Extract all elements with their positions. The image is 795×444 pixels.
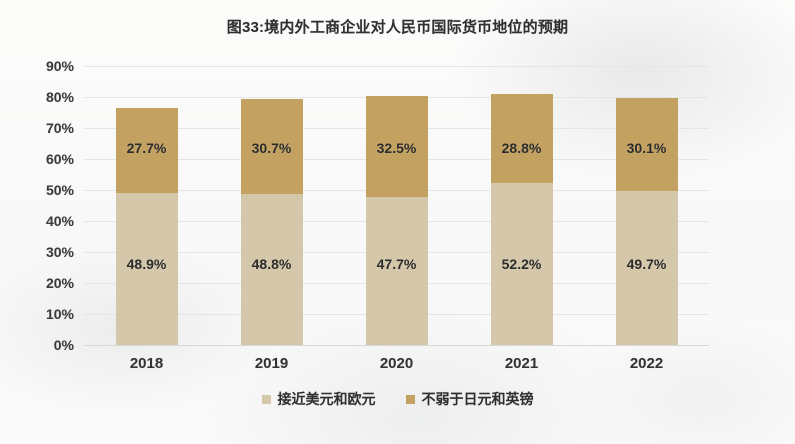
bar-group-2022[interactable]: 49.7% 30.1% [615, 66, 678, 345]
bar-label-lower-2021: 52.2% [501, 256, 542, 273]
bar-segment-upper-2019[interactable] [240, 98, 303, 194]
y-axis-label-10: 10% [45, 306, 74, 322]
gridline [84, 66, 709, 67]
bar-segment-lower-2018[interactable] [115, 193, 178, 345]
legend-swatch-icon-1 [261, 394, 271, 404]
bar-segment-upper-2020[interactable] [365, 96, 428, 198]
legend-item-1[interactable]: 接近美元和欧元 [261, 389, 376, 409]
bar-segment-lower-2020[interactable] [365, 197, 428, 345]
y-axis-label-0: 0% [53, 337, 74, 353]
bar-segment-lower-2021[interactable] [490, 183, 553, 345]
plot-area: 90% 80% 70% 60% 50% 40% 30% 20% 10% 0% 48.9% 27.7%… [46, 58, 709, 372]
legend-label-2: 不弱于日元和英镑 [421, 391, 534, 407]
chart-title: 图33:境内外工商企业对人民币国际货币地位的预期 [226, 19, 569, 36]
y-axis-label-20: 20% [45, 275, 74, 291]
x-axis-label-2019: 2019 [254, 355, 289, 372]
x-axis-label-2018: 2018 [129, 355, 164, 372]
x-axis-label-2020: 2020 [379, 355, 414, 372]
bar-label-upper-2019: 30.7% [251, 140, 292, 157]
y-axis-label-50: 50% [45, 182, 74, 198]
bar-label-upper-2022: 30.1% [626, 140, 667, 157]
chart-legend: 接近美元和欧元 不弱于日元和英镑 [0, 389, 795, 409]
bar-segment-upper-2018[interactable] [115, 107, 178, 194]
x-axis-label-2022: 2022 [629, 355, 664, 372]
bar-group-2019[interactable]: 48.8% 30.7% [240, 66, 303, 345]
y-axis-label-40: 40% [45, 213, 74, 229]
y-axis-label-70: 70% [45, 120, 74, 136]
bar-segment-upper-2022[interactable] [615, 97, 678, 191]
bar-group-2021[interactable]: 52.2% 28.8% [490, 66, 553, 345]
bar-label-lower-2022: 49.7% [626, 256, 667, 273]
legend-swatch-icon-2 [405, 394, 415, 404]
bar-label-lower-2020: 47.7% [376, 256, 417, 273]
legend-item-2[interactable]: 不弱于日元和英镑 [405, 389, 534, 409]
bar-segment-upper-2021[interactable] [490, 93, 553, 184]
bar-group-2020[interactable]: 47.7% 32.5% [365, 66, 428, 345]
y-axis-label-30: 30% [45, 244, 74, 260]
bar-label-lower-2019: 48.8% [251, 256, 292, 273]
x-axis-label-2021: 2021 [504, 355, 539, 372]
bar-segment-lower-2019[interactable] [240, 193, 303, 345]
bar-group-2018[interactable]: 48.9% 27.7% [115, 66, 178, 345]
y-axis-label-90: 90% [45, 58, 74, 74]
bar-label-upper-2020: 32.5% [376, 140, 417, 157]
bar-label-upper-2021: 28.8% [501, 140, 542, 157]
gridline [84, 345, 709, 346]
bar-label-lower-2018: 48.9% [126, 256, 167, 273]
bar-label-upper-2018: 27.7% [126, 140, 167, 157]
y-axis-label-60: 60% [45, 151, 74, 167]
y-axis-label-80: 80% [45, 89, 74, 105]
legend-label-1: 接近美元和欧元 [277, 391, 376, 407]
bar-segment-lower-2022[interactable] [615, 190, 678, 345]
